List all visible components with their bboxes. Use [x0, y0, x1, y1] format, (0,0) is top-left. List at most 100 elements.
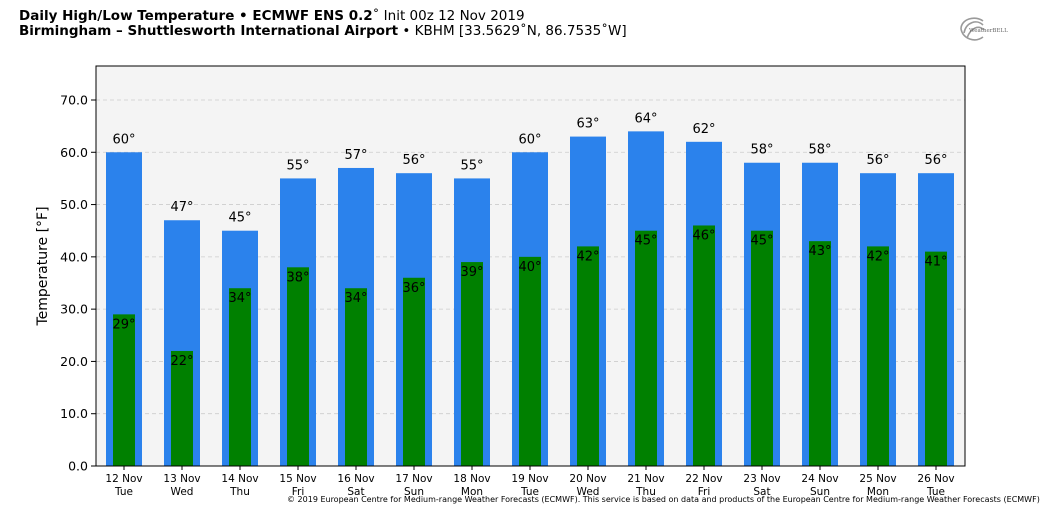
- high-value-label: 55°: [460, 158, 483, 173]
- low-value-label: 34°: [344, 291, 367, 306]
- low-value-label: 40°: [518, 260, 541, 275]
- low-bar: [577, 246, 599, 466]
- y-tick-label: 60.0: [60, 145, 88, 160]
- x-tick-weekday: Fri: [292, 486, 305, 498]
- low-value-label: 41°: [924, 255, 947, 270]
- y-tick-label: 50.0: [60, 197, 88, 212]
- low-value-label: 42°: [576, 249, 599, 264]
- high-value-label: 56°: [866, 153, 889, 168]
- x-tick-date: 15 Nov: [279, 473, 316, 485]
- high-value-label: 55°: [286, 158, 309, 173]
- x-tick-date: 19 Nov: [511, 473, 548, 485]
- x-tick-date: 20 Nov: [569, 473, 606, 485]
- high-labels: 60° 47° 45° 55° 57° 56° 55° 60° 63° 64° 62° 58° 58° 5…: [112, 111, 947, 225]
- high-value-label: 58°: [808, 143, 831, 158]
- low-bars: [113, 225, 947, 466]
- y-axis: 0.0 10.0 20.0 30.0 40.0 50.0 60.0 70.0: [60, 92, 96, 474]
- high-value-label: 62°: [692, 122, 715, 137]
- low-bar: [345, 288, 367, 466]
- weatherbell-logo: WeatherBELL: [960, 17, 1008, 41]
- low-bar: [403, 277, 425, 466]
- x-tick-weekday: Sun: [810, 486, 830, 498]
- x-tick-date: 25 Nov: [859, 473, 896, 485]
- x-tick-weekday: Tue: [114, 486, 133, 498]
- x-tick-weekday: Fri: [698, 486, 711, 498]
- low-value-label: 43°: [808, 244, 831, 259]
- x-tick-weekday: Tue: [520, 486, 539, 498]
- x-tick-weekday: Sat: [347, 486, 364, 498]
- y-tick-label: 70.0: [60, 92, 88, 107]
- low-bar: [751, 230, 773, 466]
- high-value-label: 56°: [924, 153, 947, 168]
- y-tick-label: 30.0: [60, 302, 88, 317]
- logo-swirl-icon: [960, 17, 985, 41]
- low-bar: [287, 267, 309, 466]
- low-value-label: 46°: [692, 228, 715, 243]
- x-tick-weekday: Mon: [461, 486, 483, 498]
- y-tick-label: 10.0: [60, 406, 88, 421]
- x-tick-weekday: Wed: [171, 486, 194, 498]
- low-value-label: 42°: [866, 249, 889, 264]
- high-value-label: 64°: [634, 111, 657, 126]
- x-tick-weekday: Sun: [404, 486, 424, 498]
- low-value-label: 38°: [286, 270, 309, 285]
- low-value-label: 29°: [112, 317, 135, 332]
- high-value-label: 57°: [344, 148, 367, 163]
- chart-location: Birmingham – Shuttlesworth International…: [19, 23, 627, 39]
- location-name: Birmingham – Shuttlesworth International…: [19, 23, 399, 39]
- x-tick-date: 13 Nov: [163, 473, 200, 485]
- x-tick-date: 23 Nov: [743, 473, 780, 485]
- chart-init-time: ˚ Init 00z 12 Nov 2019: [372, 8, 525, 24]
- x-tick-weekday: Thu: [229, 486, 250, 498]
- high-value-label: 47°: [170, 200, 193, 215]
- chart-title: Daily High/Low Temperature • ECMWF ENS 0…: [19, 8, 525, 24]
- x-tick-weekday: Tue: [926, 486, 945, 498]
- high-value-label: 58°: [750, 143, 773, 158]
- y-tick-label: 0.0: [68, 459, 88, 474]
- x-tick-date: 18 Nov: [453, 473, 490, 485]
- x-tick-weekday: Sat: [753, 486, 770, 498]
- x-tick-date: 12 Nov: [105, 473, 142, 485]
- high-value-label: 60°: [518, 132, 541, 147]
- x-tick-date: 22 Nov: [685, 473, 722, 485]
- y-axis-label: Temperature [°F]: [35, 206, 51, 326]
- low-value-label: 45°: [634, 234, 657, 249]
- low-bar: [809, 241, 831, 466]
- low-bar: [113, 314, 135, 466]
- x-tick-date: 16 Nov: [337, 473, 374, 485]
- x-tick-weekday: Mon: [867, 486, 889, 498]
- low-bar: [461, 262, 483, 466]
- x-tick-weekday: Wed: [577, 486, 600, 498]
- location-coordinates: • KBHM [33.5629˚N, 86.7535˚W]: [398, 23, 627, 39]
- logo-text: WeatherBELL: [969, 28, 1008, 34]
- low-value-label: 36°: [402, 281, 425, 296]
- x-tick-date: 17 Nov: [395, 473, 432, 485]
- high-value-label: 60°: [112, 132, 135, 147]
- low-bar: [867, 246, 889, 466]
- low-value-label: 22°: [170, 354, 193, 369]
- low-bar: [171, 350, 193, 466]
- high-value-label: 56°: [402, 153, 425, 168]
- copyright-notice: © 2019 European Centre for Medium-range …: [287, 495, 1040, 504]
- low-value-label: 45°: [750, 234, 773, 249]
- chart-title-main: Daily High/Low Temperature • ECMWF ENS 0…: [19, 8, 373, 24]
- low-bar: [925, 251, 947, 466]
- low-value-label: 39°: [460, 265, 483, 280]
- x-tick-date: 24 Nov: [801, 473, 838, 485]
- low-bar: [519, 256, 541, 466]
- low-bar: [635, 230, 657, 466]
- y-tick-label: 40.0: [60, 249, 88, 264]
- x-tick-weekday: Thu: [635, 486, 656, 498]
- low-value-label: 34°: [228, 291, 251, 306]
- x-tick-date: 26 Nov: [917, 473, 954, 485]
- x-tick-date: 21 Nov: [627, 473, 664, 485]
- low-bar: [229, 288, 251, 466]
- high-value-label: 63°: [576, 117, 599, 132]
- x-tick-date: 14 Nov: [221, 473, 258, 485]
- low-labels: 29° 22° 34° 38° 34° 36° 39° 40° 42° 45° 46° 45° 43° 4…: [112, 228, 947, 368]
- high-value-label: 45°: [228, 211, 251, 226]
- low-bar: [693, 225, 715, 466]
- y-tick-label: 20.0: [60, 354, 88, 369]
